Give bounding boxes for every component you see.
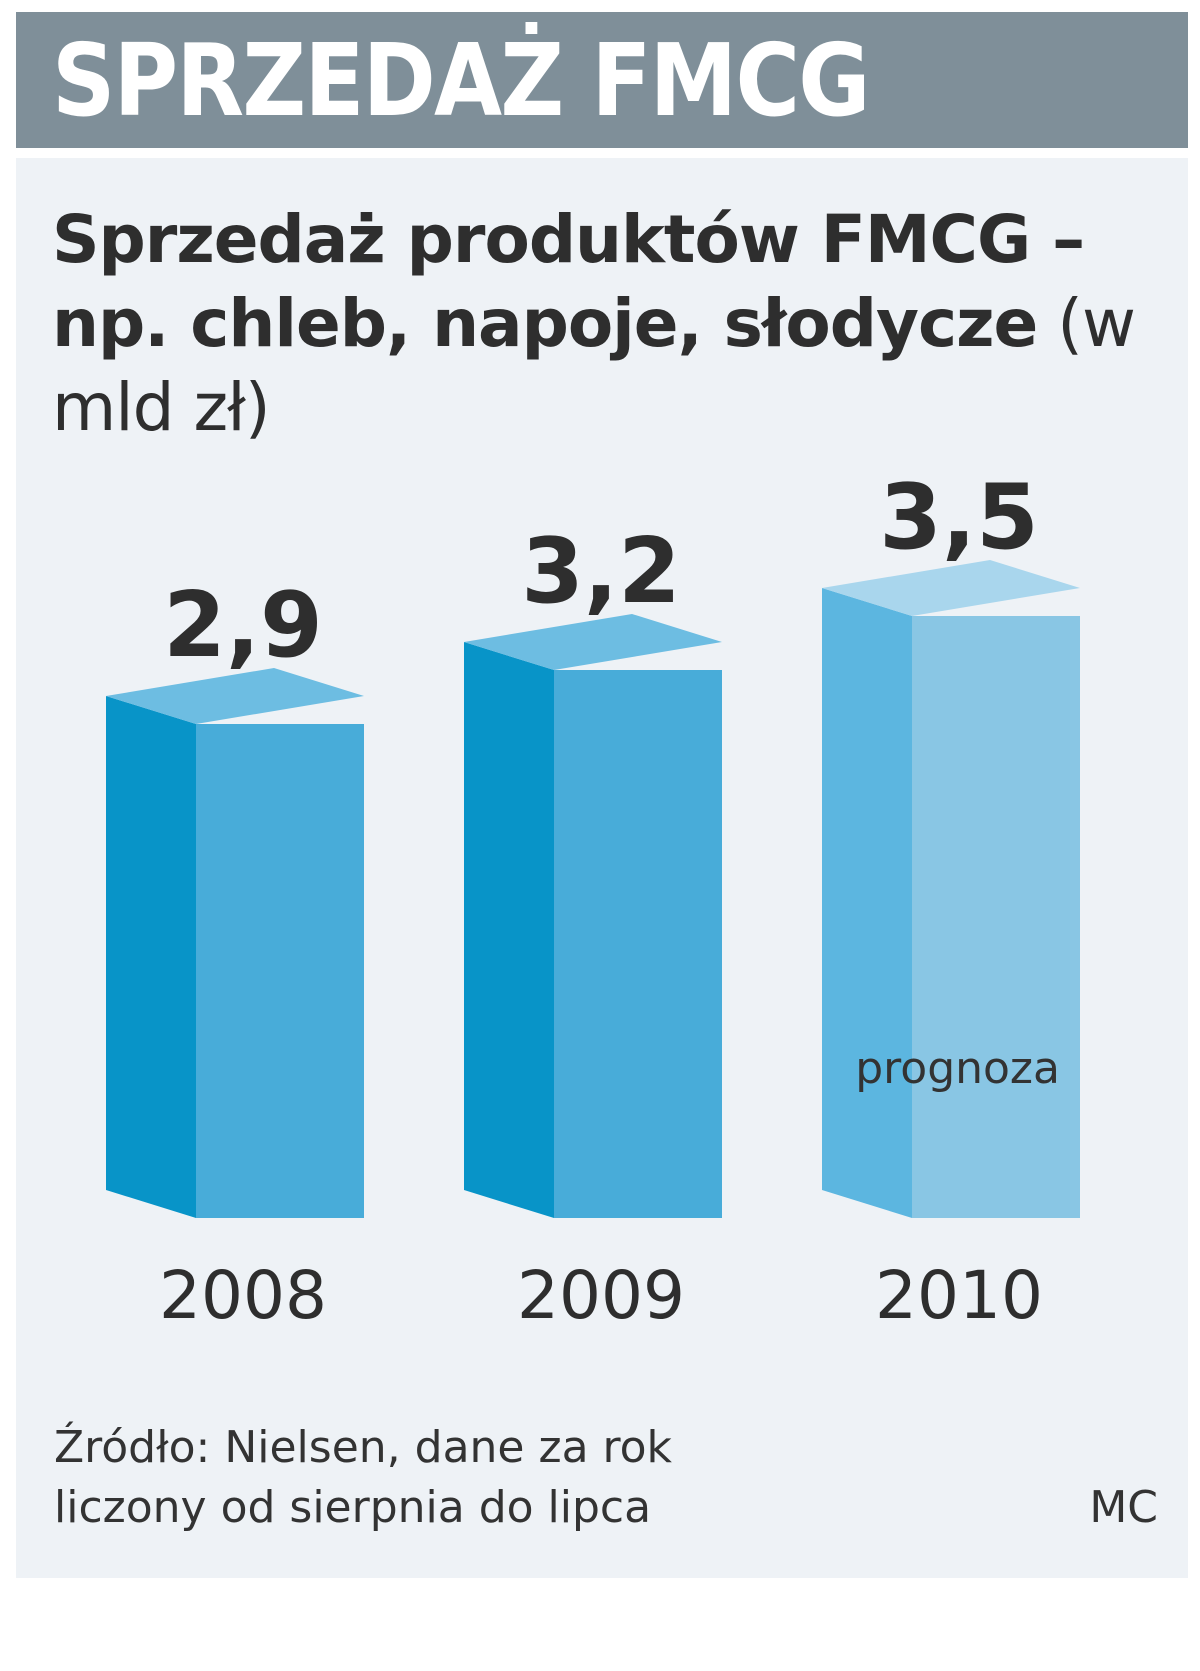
bar-side-2010 (822, 588, 912, 1218)
bar-top-2009 (464, 614, 722, 670)
bar-side-2008 (106, 696, 196, 1218)
header-title: SPRZEDAŻ FMCG (52, 22, 871, 139)
source-note: Źródło: Nielsen, dane za rok liczony od … (54, 1418, 854, 1538)
bar-top-2008 (106, 668, 364, 724)
bar-side-2009 (464, 642, 554, 1218)
author-credit: MC (1089, 1482, 1158, 1533)
category-label-2010: 2010 (875, 1257, 1043, 1334)
source-line-1: Źródło: Nielsen, dane za rok (54, 1422, 673, 1473)
forecast-annotation: prognoza (855, 1043, 1060, 1094)
header-bar: SPRZEDAŻ FMCG (16, 12, 1188, 148)
value-label-2010: 3,5 (879, 465, 1038, 570)
chart-title: Sprzedaż produktów FMCG – np. chleb, nap… (52, 201, 1085, 362)
chart-unit: (w mld zł) (52, 285, 1136, 446)
bar-2009 (554, 670, 722, 1218)
bar-chart: 2,9 2008 3,2 2009 3,5 2010 prognoza (106, 465, 1080, 1334)
source-line-2: liczony od sierpnia do lipca (54, 1482, 652, 1533)
chart-subtitle: Sprzedaż produktów FMCG – np. chleb, nap… (52, 198, 1172, 450)
bar-2010 (912, 616, 1080, 1218)
chart-panel: Sprzedaż produktów FMCG – np. chleb, nap… (16, 158, 1188, 1578)
value-label-2008: 2,9 (163, 573, 322, 678)
bar-2008 (196, 724, 364, 1218)
category-label-2008: 2008 (159, 1257, 327, 1334)
category-label-2009: 2009 (517, 1257, 685, 1334)
value-label-2009: 3,2 (521, 519, 680, 624)
bar-top-2010 (822, 560, 1080, 616)
